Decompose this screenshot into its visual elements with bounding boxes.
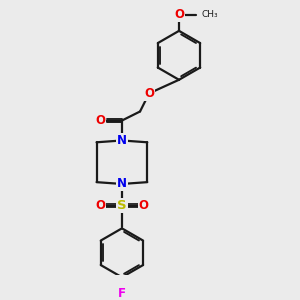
Text: O: O <box>95 199 105 212</box>
Text: S: S <box>117 199 127 212</box>
Text: O: O <box>139 199 149 212</box>
Text: F: F <box>118 287 126 300</box>
Text: N: N <box>117 178 127 190</box>
Text: O: O <box>174 8 184 21</box>
Text: CH₃: CH₃ <box>202 10 218 19</box>
Text: O: O <box>144 87 154 100</box>
Text: O: O <box>95 114 105 127</box>
Text: N: N <box>117 134 127 147</box>
